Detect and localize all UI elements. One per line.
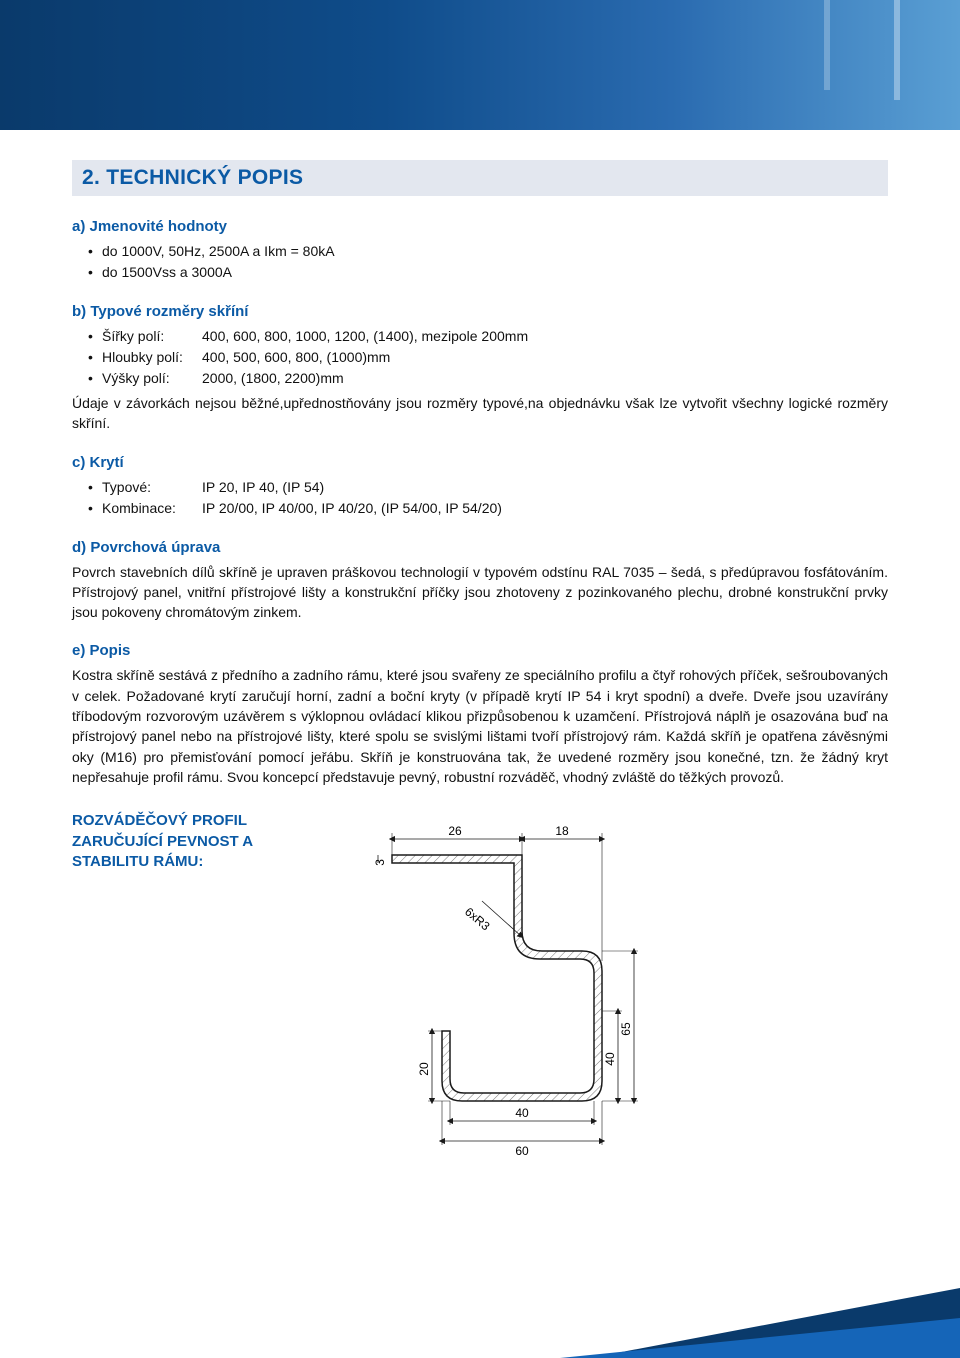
dim-thickness: 3 xyxy=(373,859,387,866)
kv-key: Šířky polí: xyxy=(102,326,202,347)
section-c-head: c) Krytí xyxy=(72,454,888,471)
list-item: do 1500Vss a 3000A xyxy=(88,262,888,283)
dim-bottom-outer: 60 xyxy=(515,1144,529,1158)
section-a-bullets: do 1000V, 50Hz, 2500A a Ikm = 80kA do 15… xyxy=(72,241,888,283)
section-e: e) Popis Kostra skříně sestává z předníh… xyxy=(72,642,888,787)
dim-v-small-left: 20 xyxy=(417,1062,431,1076)
kv-key: Typové: xyxy=(102,477,202,498)
dim-v-small-right: 40 xyxy=(603,1052,617,1066)
dim-radius: 6xR3 xyxy=(462,905,493,934)
dim-bottom-inner: 40 xyxy=(515,1106,529,1120)
section-c-bullets: Typové:IP 20, IP 40, (IP 54) Kombinace:I… xyxy=(72,477,888,519)
page-header-band xyxy=(0,0,960,130)
dim-top-right: 18 xyxy=(555,824,569,838)
diagram-caption: ROZVÁDĚČOVÝ PROFIL ZARUČUJÍCÍ PEVNOST A … xyxy=(72,811,302,872)
section-d: d) Povrchová úprava Povrch stavebních dí… xyxy=(72,539,888,623)
dim-v-large: 65 xyxy=(619,1022,633,1036)
section-e-head: e) Popis xyxy=(72,642,888,659)
kv-value: IP 20/00, IP 40/00, IP 40/20, (IP 54/00,… xyxy=(202,500,502,516)
section-b: b) Typové rozměry skříní Šířky polí:400,… xyxy=(72,303,888,434)
section-e-text: Kostra skříně sestává z předního a zadní… xyxy=(72,665,888,787)
section-b-head: b) Typové rozměry skříní xyxy=(72,303,888,320)
kv-value: IP 20, IP 40, (IP 54) xyxy=(202,479,324,495)
kv-value: 400, 600, 800, 1000, 1200, (1400), mezip… xyxy=(202,328,528,344)
section-b-bullets: Šířky polí:400, 600, 800, 1000, 1200, (1… xyxy=(72,326,888,389)
list-item: do 1000V, 50Hz, 2500A a Ikm = 80kA xyxy=(88,241,888,262)
list-item: Výšky polí:2000, (1800, 2200)mm xyxy=(88,368,888,389)
kv-value: 400, 500, 600, 800, (1000)mm xyxy=(202,349,390,365)
page-content: 2. TECHNICKÝ POPIS a) Jmenovité hodnoty … xyxy=(0,130,960,1171)
kv-key: Hloubky polí: xyxy=(102,347,202,368)
profile-diagram: 3 26 18 6xR3 65 40 xyxy=(332,811,692,1171)
list-item: Kombinace:IP 20/00, IP 40/00, IP 40/20, … xyxy=(88,498,888,519)
dim-top-left: 26 xyxy=(448,824,462,838)
list-item: Hloubky polí:400, 500, 600, 800, (1000)m… xyxy=(88,347,888,368)
title-box: 2. TECHNICKÝ POPIS xyxy=(72,160,888,196)
section-a-head: a) Jmenovité hodnoty xyxy=(72,218,888,235)
section-c: c) Krytí Typové:IP 20, IP 40, (IP 54) Ko… xyxy=(72,454,888,519)
list-item: Šířky polí:400, 600, 800, 1000, 1200, (1… xyxy=(88,326,888,347)
section-d-head: d) Povrchová úprava xyxy=(72,539,888,556)
diagram-row: ROZVÁDĚČOVÝ PROFIL ZARUČUJÍCÍ PEVNOST A … xyxy=(72,811,888,1171)
kv-key: Kombinace: xyxy=(102,498,202,519)
kv-key: Výšky polí: xyxy=(102,368,202,389)
list-item: Typové:IP 20, IP 40, (IP 54) xyxy=(88,477,888,498)
section-b-note: Údaje v závorkách nejsou běžné,upřednost… xyxy=(72,393,888,434)
section-a: a) Jmenovité hodnoty do 1000V, 50Hz, 250… xyxy=(72,218,888,283)
kv-value: 2000, (1800, 2200)mm xyxy=(202,370,344,386)
page-title: 2. TECHNICKÝ POPIS xyxy=(82,166,878,190)
footer-decoration xyxy=(560,1278,960,1358)
section-d-text: Povrch stavebních dílů skříně je upraven… xyxy=(72,562,888,623)
